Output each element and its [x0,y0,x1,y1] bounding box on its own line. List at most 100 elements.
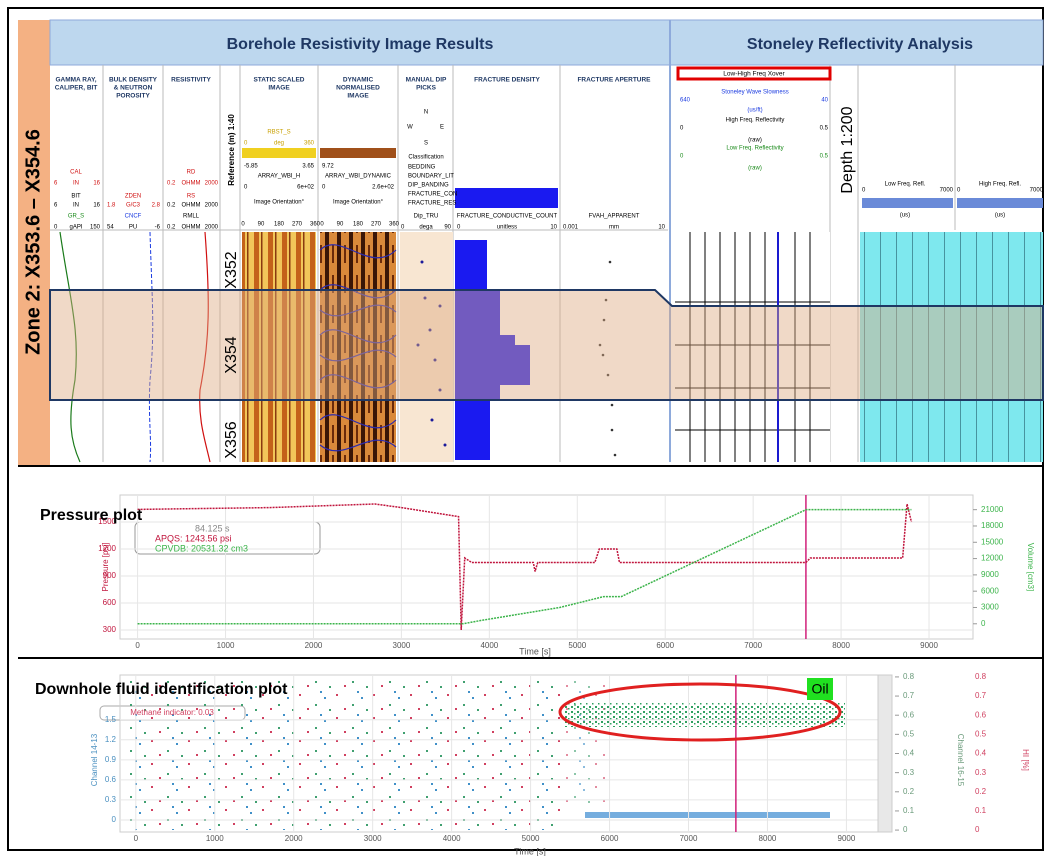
track-title: CALIPER, BIT [55,85,98,92]
x-tick-label: 0 [135,641,140,650]
y-tick-label: 0.3 [105,795,117,804]
annotation: Methane indicator: 0.03 [130,708,214,717]
curve-label: 0.2 [167,225,176,231]
orientation-tick: 0 [320,222,324,228]
track-title: PICKS [416,85,437,92]
curve-label: 6e+02 [297,185,315,191]
oil-badge [807,678,833,700]
y2-tick-label: 0 [981,619,986,628]
stoneley-label: 0 [680,126,684,132]
y2-tick-label: 12000 [981,554,1004,563]
sinusoids [319,244,397,452]
curve-label: ARRAY_WBI_DYNAMIC [325,174,392,180]
stoneley-label: High Freq. Reflectivity [726,118,785,124]
y3-tick-label: 0.4 [975,749,987,758]
track-title: IMAGE [268,85,290,92]
static-image [242,232,316,462]
y2-tick-label: 9000 [981,570,999,579]
section-title: Borehole Resistivity Image Results [227,36,494,53]
y3-tick-label: 0.8 [975,672,987,681]
scrollbar [877,674,893,833]
colorbar [862,198,953,208]
curve-label: 0 [244,185,248,191]
axis-label: Time [s] [514,846,546,856]
stoneley-label: High Freq. Refl. [979,182,1021,188]
curve-label: N [424,110,428,116]
y2-tick-label: 3000 [981,603,999,612]
curve-label: ZDEN [125,194,141,200]
stoneley-label: 0.5 [820,154,829,160]
curve-label: dega [419,225,433,231]
stoneley-label: 0 [680,154,684,160]
y2-tick-label: 18000 [981,521,1004,530]
track-title: IMAGE [347,93,369,100]
dip-track [400,232,453,462]
x-tick-label: 3000 [393,641,411,650]
orientation-tick: 360 [310,222,321,228]
x-tick-label: 5000 [522,834,540,843]
y-tick-label: 600 [103,598,117,607]
track-title: BULK DENSITY [109,77,158,84]
xover-box [676,66,832,81]
stoneley-label: Stoneley Wave Slowness [721,90,788,96]
curve-label: 10 [550,225,557,231]
curve-label: FRACTURE_RES [408,201,456,207]
curve-label: BEDDING [408,165,436,171]
y-tick-label: 300 [103,625,117,634]
stoneley-track [675,232,830,462]
curve-label: 0.2 [167,203,176,209]
curve-label: RS [187,194,195,200]
track-title: FRACTURE DENSITY [474,77,540,84]
curve-label: 0 [457,225,461,231]
axis-label: Channel 16-15 [956,734,965,787]
depth-scale: Depth 1:200 [839,106,856,193]
y2-tick-label: 21000 [981,505,1004,514]
orientation-tick: 270 [292,222,303,228]
curve-label: 360 [304,141,315,147]
curve-label: IN [73,181,79,187]
colorbar [320,148,396,158]
y-tick-label: 1.5 [105,715,117,724]
curve-label: 2000 [205,203,219,209]
curve-label: S [424,141,428,147]
stoneley-label: 0 [957,188,961,194]
curve-label: RD [187,170,196,176]
x-tick-label: 9000 [920,641,938,650]
orientation-tick: 180 [274,222,285,228]
y2-tick-label: 6000 [981,586,999,595]
depth-label: X354 [223,336,240,373]
readout: CPVDB: 20531.32 cm3 [155,543,248,553]
x-tick-label: 5000 [568,641,586,650]
track-title: POROSITY [116,93,150,100]
x-tick-label: 2000 [305,641,323,650]
curve-label: 9.72 [322,164,334,170]
highlight-ellipse [558,682,842,742]
curve-label: 2000 [205,181,219,187]
curve-label: FVAH_APPARENT [589,214,640,220]
aperture-dots [598,260,617,457]
curve-label: 16 [93,181,100,187]
curve-label: 54 [107,225,114,231]
y-tick-label: 1.2 [105,735,117,744]
plot-title: Pressure plot [40,507,143,524]
orientation-label: Image Orientation° [333,200,384,206]
y2-tick-label: 0.6 [903,710,915,719]
curve-label: 0 [322,185,326,191]
y2-tick-label: 0.1 [903,806,915,815]
orientation-tick: 360 [389,222,400,228]
curve-label: 0 [244,141,248,147]
track-title: GAMMA RAY, [55,77,96,84]
curve-label: G/C3 [126,203,141,209]
y2-tick-label: 0.5 [903,729,915,738]
x-tick-label: 8000 [759,834,777,843]
dip-picks [416,260,447,447]
stoneley-label: 640 [680,98,691,104]
zone-column [18,20,50,465]
x-tick-label: 4000 [443,834,461,843]
curve-label: 90 [444,225,451,231]
curve-label: BIT [71,194,81,200]
curve-label: GR_S [68,214,84,220]
y2-tick-label: 0.2 [903,787,915,796]
